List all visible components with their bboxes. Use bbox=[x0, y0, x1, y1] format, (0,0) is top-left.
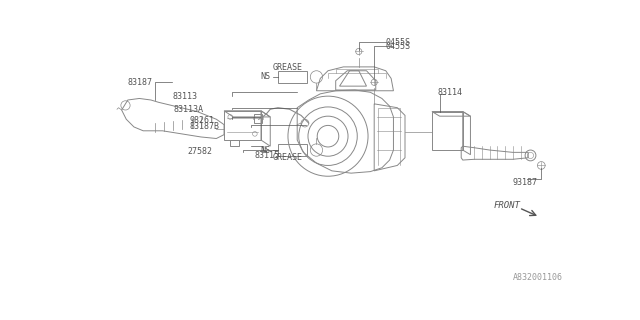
Text: NS: NS bbox=[260, 146, 270, 155]
Text: 98261: 98261 bbox=[189, 116, 214, 124]
Text: 83187B: 83187B bbox=[189, 123, 220, 132]
Text: 83113A: 83113A bbox=[174, 105, 204, 114]
Text: 83114: 83114 bbox=[437, 88, 462, 97]
Text: 83113: 83113 bbox=[172, 92, 198, 101]
Text: A832001106: A832001106 bbox=[513, 273, 563, 282]
Text: NS: NS bbox=[260, 72, 270, 81]
Text: 0455S: 0455S bbox=[386, 42, 411, 51]
Text: 93187: 93187 bbox=[513, 178, 538, 187]
Text: FRONT: FRONT bbox=[493, 201, 520, 210]
Text: 83115: 83115 bbox=[255, 151, 280, 160]
Text: GREASE: GREASE bbox=[273, 63, 303, 72]
Text: 0455S: 0455S bbox=[386, 38, 411, 47]
Text: 83187: 83187 bbox=[128, 78, 153, 87]
Text: GREASE: GREASE bbox=[273, 153, 303, 162]
Text: 27582: 27582 bbox=[187, 147, 212, 156]
